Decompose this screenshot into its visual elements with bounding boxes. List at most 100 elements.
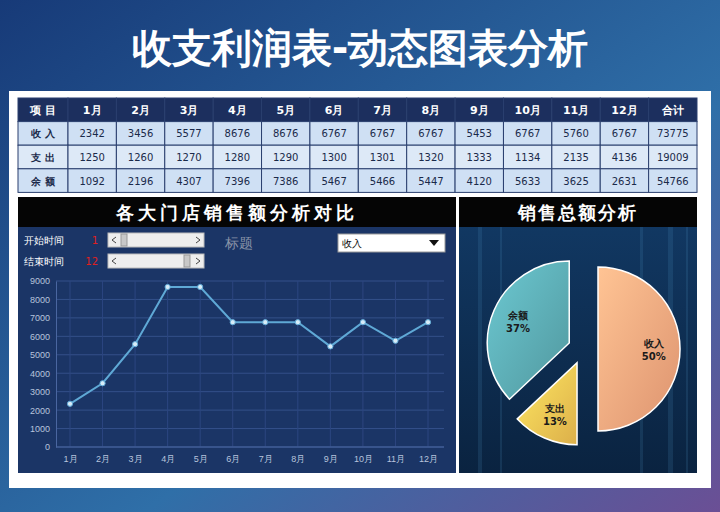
table-text: 1290: [273, 152, 298, 163]
panel-bg: [459, 197, 697, 473]
title-bar: [459, 197, 697, 227]
slider[interactable]: [108, 233, 204, 247]
table-text: 4307: [176, 176, 201, 187]
marker: [425, 320, 430, 325]
tick-label: 5月: [194, 454, 208, 464]
table-text: 1250: [79, 152, 104, 163]
table-text: 5633: [515, 176, 540, 187]
tick: 4月: [161, 447, 175, 464]
slider-thumb[interactable]: [184, 255, 190, 267]
table-text: 4月: [228, 104, 247, 117]
page-title: 收支利润表-动态图表分析: [132, 25, 589, 71]
grid-line-x: [135, 281, 136, 447]
grid-line: [56, 447, 444, 448]
y-axis: 0100020003000400050006000700080009000: [30, 276, 57, 452]
grid-line: [56, 354, 444, 355]
table-text: 7386: [273, 176, 298, 187]
dropdown-text[interactable]: 收入: [342, 238, 362, 249]
header-cell: [503, 98, 551, 122]
grid-line-x: [102, 281, 103, 447]
tick-label: 8月: [291, 454, 305, 464]
table-cell: [116, 169, 164, 193]
tick: 2月: [96, 447, 110, 464]
data-label: 50%: [642, 351, 666, 362]
marker: [198, 284, 203, 289]
tick: 9月: [324, 447, 338, 464]
table-text: 9月: [470, 104, 489, 117]
data-label-name: 支出: [544, 403, 565, 414]
grid-line: [56, 373, 444, 374]
marker: [360, 320, 365, 325]
marker: [100, 381, 105, 386]
line-panel: 各大门店销售额分析对比开始时间1结束时间12标题收入01000200030004…: [18, 197, 456, 473]
tick: 8月: [291, 447, 305, 464]
line: [70, 287, 428, 404]
table-text: 54766: [657, 176, 689, 187]
grid-line: [56, 281, 444, 282]
table-cell: [407, 169, 455, 193]
table-cell: [262, 169, 310, 193]
axis-line: [56, 447, 444, 448]
table-text: 11月: [563, 104, 589, 117]
grid-line: [56, 410, 444, 411]
slider-track[interactable]: [108, 254, 204, 268]
tick: 4000: [30, 369, 56, 379]
table-text: 2342: [79, 128, 104, 139]
slider-arrow[interactable]: [196, 258, 200, 264]
grid-line-x: [70, 281, 71, 447]
tick-label: 2月: [96, 454, 110, 464]
table-cell: [407, 122, 455, 146]
table-cell: [649, 169, 697, 193]
table-cell: [552, 122, 600, 146]
tick: 6月: [226, 447, 240, 464]
grid-line-x: [395, 281, 396, 447]
table-cell: [68, 169, 116, 193]
table-text: 10月: [514, 104, 540, 117]
slider-track[interactable]: [108, 233, 204, 247]
grid-line-x: [297, 281, 298, 447]
table-text: 2月: [131, 104, 150, 117]
decoration: [478, 227, 482, 473]
tick: 1月: [63, 447, 77, 464]
tick-label: 6000: [30, 332, 50, 342]
tick-label: 0: [45, 442, 50, 452]
grid-line-x: [167, 281, 168, 447]
slider[interactable]: [108, 254, 204, 268]
dropdown-box[interactable]: [338, 234, 445, 252]
tick-label: 1000: [30, 424, 50, 434]
table-text: 4136: [612, 152, 637, 163]
table-text: 5453: [467, 128, 492, 139]
table-cell: [503, 145, 551, 169]
header-cell: [116, 98, 164, 122]
table-text: 73775: [657, 128, 689, 139]
slider-arrow[interactable]: [112, 258, 116, 264]
dropdown[interactable]: 收入: [338, 234, 445, 252]
table-text: 合计: [661, 104, 684, 117]
dropdown-arrow[interactable]: [429, 240, 439, 246]
slider-thumb[interactable]: [121, 234, 127, 246]
slider-arrow[interactable]: [196, 237, 200, 243]
tick: 8000: [30, 295, 56, 305]
table-cell: [18, 169, 68, 193]
table-cell: [455, 122, 503, 146]
tick: 5000: [30, 350, 56, 360]
grid-line-x: [330, 281, 331, 447]
tick-label: 5000: [30, 350, 50, 360]
header-cell: [213, 98, 261, 122]
table-cell: [165, 169, 213, 193]
table-text: 收 入: [31, 128, 55, 139]
tick: 12月: [419, 447, 438, 464]
table-text: 12月: [611, 104, 637, 117]
tick-label: 9月: [324, 454, 338, 464]
table-cell: [116, 122, 164, 146]
grid-line-x: [232, 281, 233, 447]
table-text: 1134: [515, 152, 540, 163]
header-cell: [649, 98, 697, 122]
marker: [165, 284, 170, 289]
table-text: 2631: [612, 176, 637, 187]
grid-line-x: [362, 281, 363, 447]
table-cell: [552, 145, 600, 169]
header-cell: [552, 98, 600, 122]
decoration: [686, 227, 688, 473]
slider-arrow[interactable]: [112, 237, 116, 243]
